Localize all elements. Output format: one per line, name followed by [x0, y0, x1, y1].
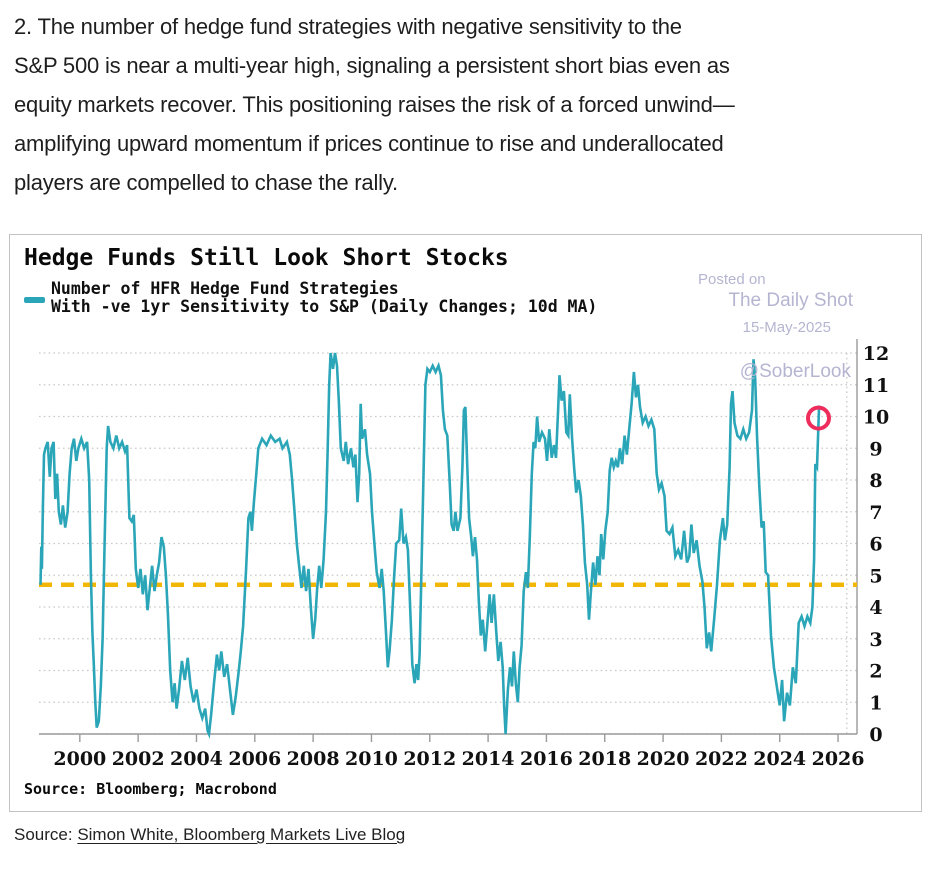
x-tick-label-2020: 2020	[637, 748, 690, 770]
chart-plot-area: 2000 2002 2004 2006 2008 2010 2012 2014 2016 2018…	[39, 339, 889, 770]
y-tick-label-7: 7	[869, 502, 882, 524]
y-tick-label-3: 3	[869, 629, 882, 651]
y-tick-label-11: 11	[863, 375, 889, 397]
x-tick-label-2002: 2002	[112, 748, 165, 770]
footer-source-link[interactable]: Simon White, Bloomberg Markets Live Blog	[77, 825, 406, 844]
y-tick-label-5: 5	[869, 565, 882, 587]
x-tick-label-2024: 2024	[753, 748, 806, 770]
paragraph-line: 2. The number of hedge fund strategies w…	[14, 14, 682, 39]
watermark-site-name: The Daily Shot	[728, 290, 853, 311]
watermark-twitter-handle: @SoberLook	[739, 361, 851, 382]
chart-panel: 2000 2002 2004 2006 2008 2010 2012 2014 2016 2018…	[9, 234, 922, 812]
latest-value-marker	[806, 405, 832, 431]
paragraph-line: players are compelled to chase the rally…	[14, 170, 398, 195]
x-tick-label-2000: 2000	[53, 748, 106, 770]
footer-source-prefix: Source:	[14, 825, 78, 844]
data-line	[39, 352, 821, 739]
paragraph-line: equity markets recover. This positioning…	[14, 92, 735, 117]
y-tick-label-1: 1	[869, 692, 882, 714]
y-tick-label-9: 9	[869, 438, 882, 460]
x-tick-label-2010: 2010	[345, 748, 398, 770]
y-tick-label-12: 12	[863, 343, 889, 365]
legend-label-line2: With -ve 1yr Sensitivity to S&P (Daily C…	[51, 296, 598, 316]
x-tick-label-2012: 2012	[403, 748, 456, 770]
y-tick-label-0: 0	[869, 724, 882, 746]
chart-legend: Number of HFR Hedge Fund Strategies With…	[51, 280, 597, 315]
x-tick-label-2026: 2026	[812, 748, 865, 770]
x-tick-label-2018: 2018	[578, 748, 631, 770]
x-tick-label-2014: 2014	[462, 748, 515, 770]
footer-source: Source: Simon White, Bloomberg Markets L…	[14, 825, 405, 845]
watermark-date: 15-May-2025	[742, 319, 831, 336]
x-tick-label-2008: 2008	[287, 748, 340, 770]
y-tick-label-2: 2	[869, 661, 882, 683]
chart-title: Hedge Funds Still Look Short Stocks	[24, 245, 509, 271]
commentary-paragraph: 2. The number of hedge fund strategies w…	[14, 7, 922, 202]
y-tick-label-8: 8	[869, 470, 882, 492]
legend-label-line1: Number of HFR Hedge Fund Strategies	[51, 279, 399, 298]
y-tick-label-10: 10	[863, 407, 889, 429]
watermark-posted-on: Posted on	[698, 271, 766, 288]
x-tick-label-2006: 2006	[228, 748, 281, 770]
y-tick-label-4: 4	[869, 597, 882, 619]
paragraph-line: S&P 500 is near a multi-year high, signa…	[14, 53, 730, 78]
legend-line-swatch	[24, 297, 45, 303]
chart-source-note: Source: Bloomberg; Macrobond	[24, 780, 277, 798]
y-tick-label-6: 6	[869, 534, 882, 556]
x-tick-label-2016: 2016	[520, 748, 573, 770]
x-tick-label-2022: 2022	[695, 748, 748, 770]
paragraph-line: amplifying upward momentum if prices con…	[14, 131, 724, 156]
x-tick-label-2004: 2004	[170, 748, 223, 770]
